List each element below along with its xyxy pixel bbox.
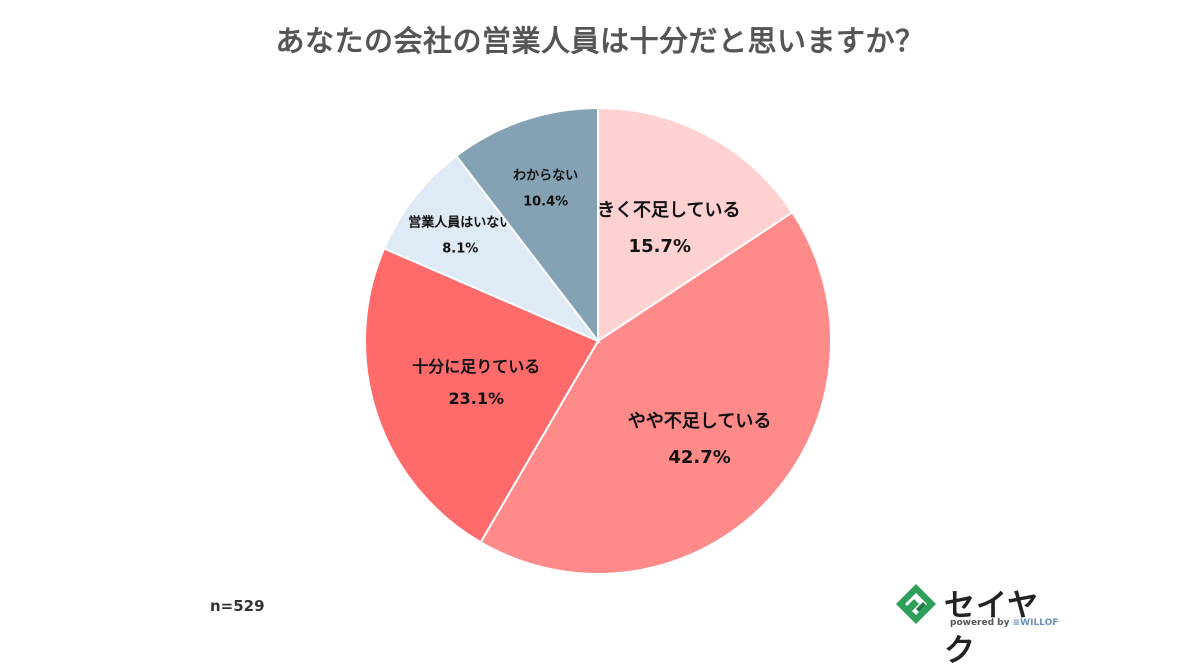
pie-slice: [364, 247, 600, 544]
pie-slice: [454, 106, 599, 344]
slice-label: わからない: [513, 168, 578, 183]
pie-chart: 大きく不足している 15.7% やや不足している 42.7% 十分に足りている 23.1%…: [364, 106, 832, 575]
slice-value-label: 23.1%: [448, 389, 504, 408]
chart-title: あなたの会社の営業人員は十分だと思いますか？: [275, 24, 925, 58]
slice-label: 営業人員はいない: [408, 214, 512, 230]
slice-label: やや不足している: [628, 411, 771, 432]
pie-slice: [597, 106, 794, 343]
logo-powered-by: powered by ≡WILLOF: [950, 618, 1058, 628]
slice-label: 十分に足りている: [412, 357, 540, 376]
slice-value-label: 42.7%: [668, 447, 730, 468]
powered-by-text: powered by: [950, 618, 1010, 628]
slice-value-label: 10.4%: [523, 194, 568, 209]
sample-size-note: n=529: [210, 597, 265, 615]
seiyaku-logo: セイヤク powered by ≡WILLOF: [892, 578, 1062, 669]
slice-value-label: 8.1%: [442, 241, 478, 256]
pie-slice: [479, 211, 832, 575]
pie-slice: [382, 154, 602, 344]
slice-value-label: 15.7%: [629, 236, 691, 257]
handshake-logo-icon: [896, 584, 936, 624]
willof-brand: ≡WILLOF: [1012, 618, 1059, 628]
slice-label: 大きく不足している: [579, 199, 740, 221]
